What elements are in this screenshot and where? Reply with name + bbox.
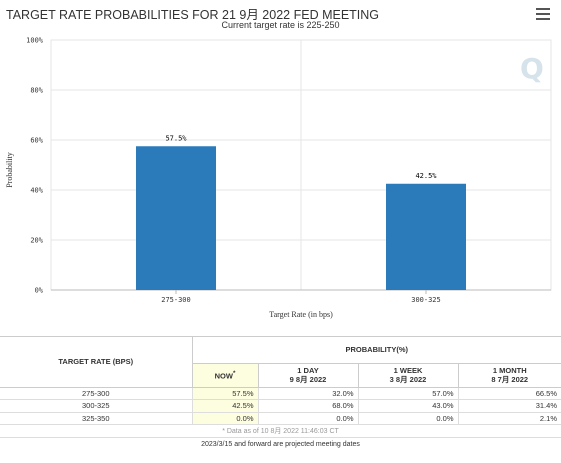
y-tick-label: 0% [35, 287, 44, 295]
probability-table: TARGET RATE (BPS) PROBABILITY(%) NOW* 1 … [0, 337, 561, 451]
col-1week-header: 1 WEEK 3 8月 2022 [358, 363, 459, 388]
chart-container: TARGET RATE PROBABILITIES FOR 21 9月 2022… [5, 8, 552, 319]
rate-cell: 275-300 [0, 387, 193, 400]
week-cell: 0.0% [358, 412, 459, 425]
rate-cell: 325-350 [0, 412, 193, 425]
month-cell: 2.1% [458, 412, 561, 425]
month-cell: 31.4% [458, 399, 561, 413]
projected-dates-note: 2023/3/15 and forward are projected meet… [201, 440, 360, 448]
week-cell: 57.0% [358, 387, 459, 400]
rate-cell: 300-325 [0, 399, 193, 413]
probability-table-container: TARGET RATE (BPS) PROBABILITY(%) NOW* 1 … [0, 336, 561, 463]
rate-column-header: TARGET RATE (BPS) [0, 337, 193, 388]
chart-subtitle: Current target rate is 225-250 [221, 20, 340, 30]
bar [136, 146, 216, 290]
table-row: 325-350 0.0% 0.0% 0.0% 2.1% [0, 412, 561, 425]
y-tick-label: 20% [30, 237, 43, 245]
svg-text:Q: Q [520, 52, 544, 84]
y-tick-label: 60% [30, 137, 43, 145]
y-tick-label: 40% [30, 187, 43, 195]
bar-chart-plot: 0% 20% 40% 60% 80% 100% 57.5% 275-300 42.5% 300-3… [5, 37, 552, 319]
y-axis-title: Probability [5, 152, 14, 188]
week-cell: 43.0% [358, 399, 459, 413]
now-cell: 0.0% [192, 412, 259, 425]
col-1day-header: 1 DAY 9 8月 2022 [258, 363, 359, 388]
x-tick-label: 300-325 [411, 296, 441, 304]
bar-data-label: 42.5% [415, 172, 437, 180]
y-tick-label: 80% [30, 87, 43, 95]
x-axis-title: Target Rate (in bps) [269, 310, 333, 319]
q-logo-watermark-icon: Q [520, 52, 544, 84]
day-cell: 32.0% [258, 387, 359, 400]
month-cell: 66.5% [458, 387, 561, 400]
y-tick-label: 100% [26, 37, 44, 45]
data-timestamp-footnote: * Data as of 10 8月 2022 11:46:03 CT [0, 424, 561, 438]
probability-header: PROBABILITY(%) [192, 337, 561, 364]
now-cell: 42.5% [192, 399, 259, 413]
col-now-header: NOW* [192, 363, 259, 388]
bar [386, 183, 466, 290]
bar-data-label: 57.5% [165, 134, 187, 142]
col-1month-header: 1 MONTH 8 7月 2022 [458, 363, 561, 388]
table-row: 300-325 42.5% 68.0% 43.0% 31.4% [0, 399, 561, 413]
hamburger-menu-icon[interactable] [536, 8, 550, 20]
chart-title: TARGET RATE PROBABILITIES FOR 21 9月 2022… [6, 8, 380, 22]
now-cell: 57.5% [192, 387, 259, 400]
x-tick-label: 275-300 [161, 296, 191, 304]
day-cell: 68.0% [258, 399, 359, 413]
table-row: 275-300 57.5% 32.0% 57.0% 66.5% [0, 387, 561, 400]
day-cell: 0.0% [258, 412, 359, 425]
